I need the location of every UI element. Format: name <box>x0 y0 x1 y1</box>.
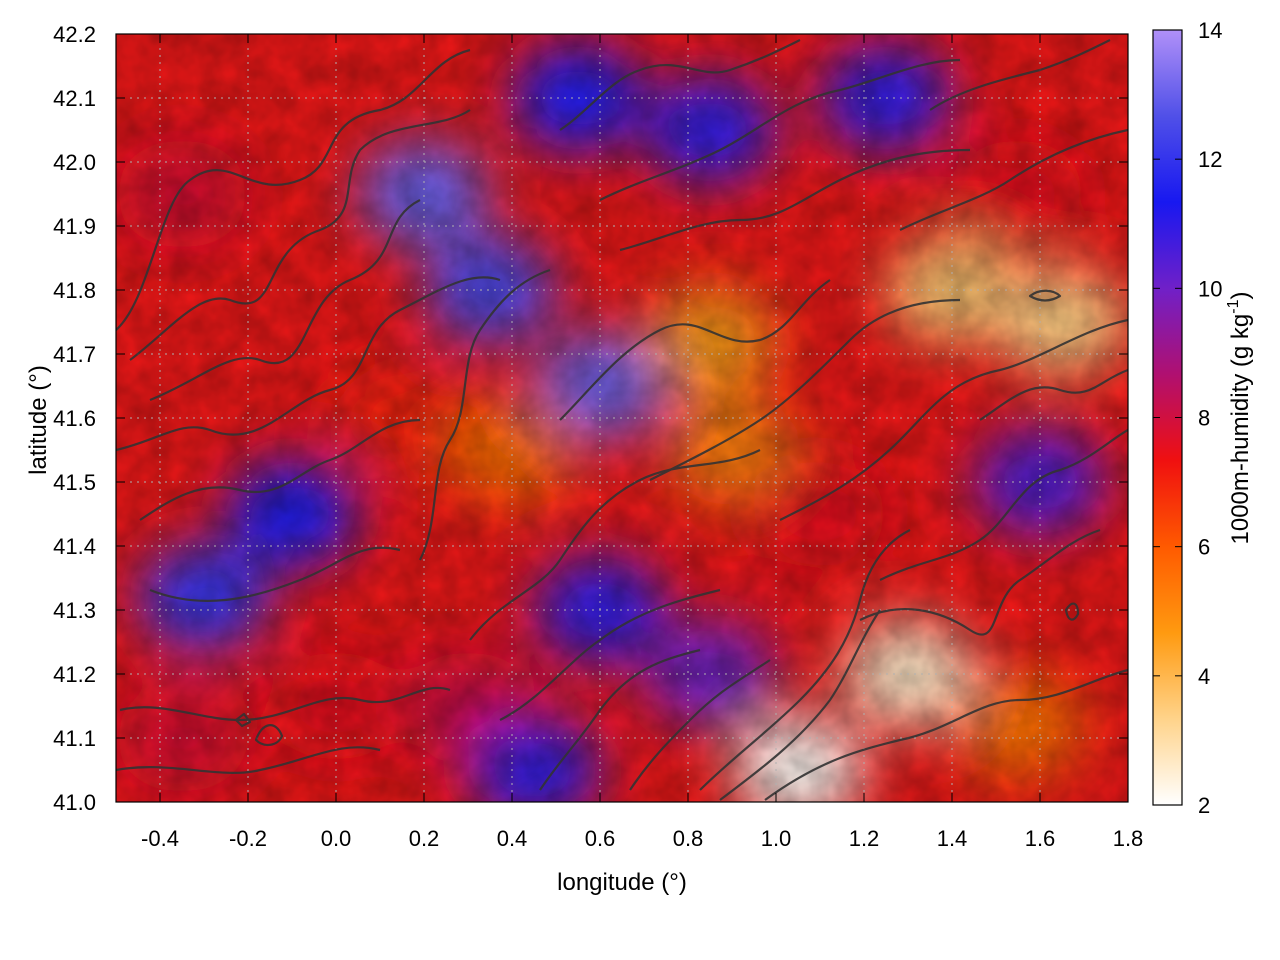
y-tick-label: 41.6 <box>53 406 96 431</box>
contour-line <box>419 268 551 561</box>
contour-line <box>116 276 501 452</box>
contour-line <box>499 588 721 721</box>
grid-lines <box>116 34 1128 802</box>
y-tick-label: 42.0 <box>53 150 96 175</box>
x-tick-label: 1.8 <box>1113 826 1144 851</box>
colorbar-tick-label: 14 <box>1198 18 1222 43</box>
x-tick-label: 0.4 <box>497 826 528 851</box>
contour-line <box>116 48 471 331</box>
x-tick-label: -0.4 <box>141 826 179 851</box>
contour-line <box>1028 289 1062 302</box>
y-tick-label: 42.1 <box>53 86 96 111</box>
colorbar-tick-label: 6 <box>1198 535 1210 560</box>
contour-line <box>599 58 961 201</box>
contour-line <box>149 546 401 603</box>
colorbar-ticks: 2 4 6 8 10 12 14 <box>1153 18 1222 818</box>
contour-line <box>719 609 881 801</box>
contour-line <box>699 529 911 791</box>
colorbar-tick-label: 4 <box>1198 664 1210 689</box>
contour-line <box>139 418 421 521</box>
x-tick-label: 1.0 <box>761 826 792 851</box>
colorbar-label-exponent: -1 <box>1225 299 1242 313</box>
contour-line <box>929 39 1111 111</box>
contour-line <box>129 109 471 361</box>
y-tick-label: 41.3 <box>53 598 96 623</box>
x-tick-label: 0.2 <box>409 826 440 851</box>
contour-line <box>879 429 1128 581</box>
y-axis-label: latitude (°) <box>25 365 52 475</box>
y-tick-label: 41.1 <box>53 726 96 751</box>
x-tick-label: 0.0 <box>321 826 352 851</box>
x-axis-ticks: -0.4 -0.2 0.0 0.2 0.4 0.6 0.8 1.0 1.2 1.4 1.6 1.8 <box>141 34 1143 851</box>
y-tick-label: 41.5 <box>53 470 96 495</box>
x-tick-label: 0.8 <box>673 826 704 851</box>
contour-line <box>149 199 421 402</box>
colorbar-tick-label: 12 <box>1198 147 1222 172</box>
y-tick-label: 41.0 <box>53 790 96 815</box>
colorbar-tick-label: 2 <box>1198 793 1210 818</box>
contour-line <box>979 368 1128 421</box>
y-tick-label: 41.7 <box>53 342 96 367</box>
x-axis-label: longitude (°) <box>557 869 687 896</box>
contour-line <box>899 128 1128 231</box>
colorbar-tick-label: 8 <box>1198 406 1210 431</box>
contour-line <box>764 668 1128 801</box>
y-tick-label: 42.2 <box>53 22 96 47</box>
y-tick-label: 41.9 <box>53 214 96 239</box>
contour-line <box>629 659 771 791</box>
heatmap-area <box>116 34 1128 802</box>
contour-line <box>1064 602 1080 621</box>
y-axis-ticks: 41.0 41.1 41.2 41.3 41.4 41.5 41.6 41.7 41.8 41.9… <box>53 22 1128 815</box>
y-tick-label: 41.8 <box>53 278 96 303</box>
contour-line <box>619 148 971 252</box>
x-tick-label: 1.2 <box>849 826 880 851</box>
x-tick-label: -0.2 <box>229 826 267 851</box>
contour-line <box>469 449 761 641</box>
contour-line <box>254 724 284 746</box>
colorbar-label-close: ) <box>1227 292 1254 300</box>
contour-line <box>859 528 1101 636</box>
colorbar-label: 1000m-humidity (g kg-1) <box>1225 292 1254 545</box>
contour-line <box>779 318 1128 521</box>
contour-line <box>649 298 961 481</box>
contour-line <box>559 279 831 421</box>
contour-line <box>559 39 801 131</box>
y-tick-label: 41.2 <box>53 662 96 687</box>
contour-line <box>119 686 451 722</box>
y-tick-label: 41.4 <box>53 534 96 559</box>
x-tick-label: 1.6 <box>1025 826 1056 851</box>
x-tick-label: 0.6 <box>585 826 616 851</box>
contour-line <box>234 712 252 728</box>
x-tick-label: 1.4 <box>937 826 968 851</box>
contour-line <box>539 648 701 791</box>
colorbar-tick-label: 10 <box>1198 276 1222 301</box>
contour-line <box>116 746 381 774</box>
contour-overlay <box>116 39 1128 801</box>
